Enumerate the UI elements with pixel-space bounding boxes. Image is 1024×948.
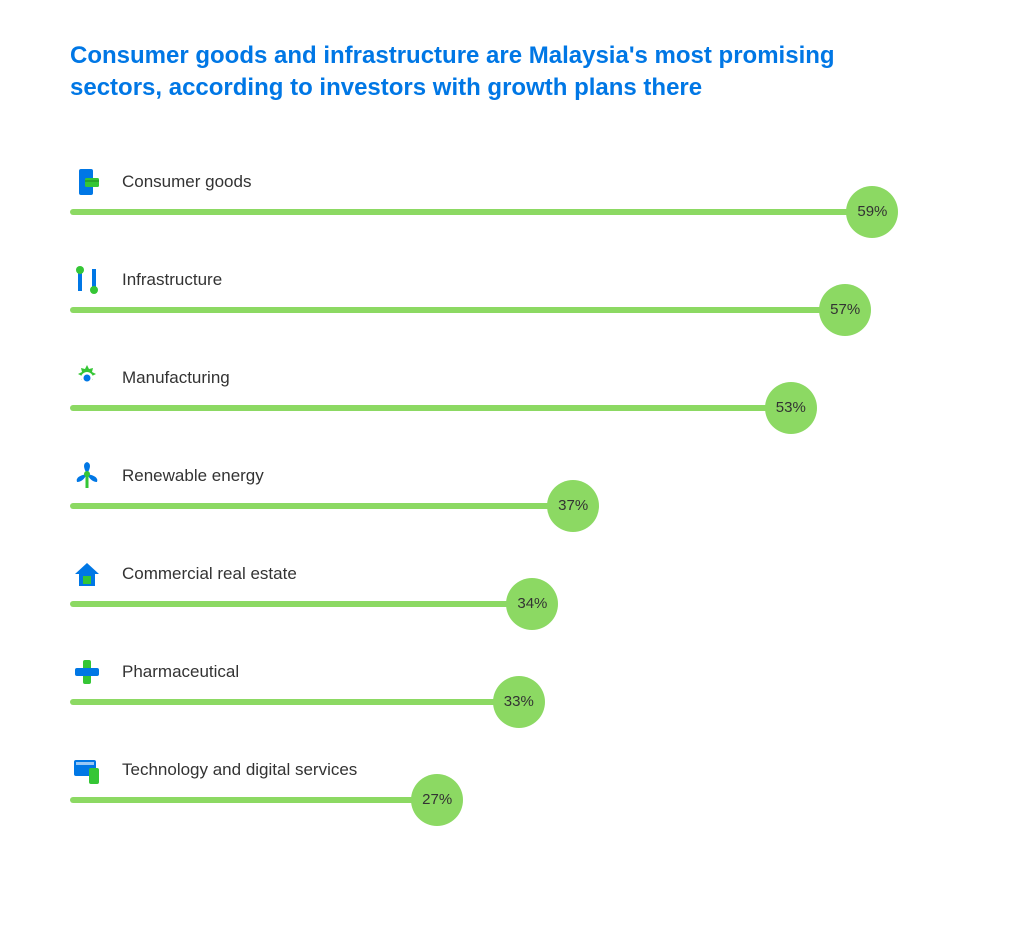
chart-row: Manufacturing 53% <box>70 361 954 411</box>
manufacturing-icon <box>70 361 104 395</box>
row-label: Renewable energy <box>122 466 264 486</box>
real-estate-icon <box>70 557 104 591</box>
row-label: Manufacturing <box>122 368 230 388</box>
bar-fill <box>70 209 872 215</box>
chart-row: Infrastructure 57% <box>70 263 954 313</box>
bar-fill <box>70 699 519 705</box>
bar-track: 57% <box>70 307 954 313</box>
chart-row: Technology and digital services 27% <box>70 753 954 803</box>
infrastructure-icon <box>70 263 104 297</box>
row-label: Infrastructure <box>122 270 222 290</box>
value-bubble: 53% <box>765 382 817 434</box>
bar-track: 53% <box>70 405 954 411</box>
bar-track: 37% <box>70 503 954 509</box>
chart-row: Renewable energy 37% <box>70 459 954 509</box>
chart-row: Commercial real estate 34% <box>70 557 954 607</box>
value-bubble: 34% <box>506 578 558 630</box>
value-bubble: 57% <box>819 284 871 336</box>
bar-track: 27% <box>70 797 954 803</box>
bar-track: 34% <box>70 601 954 607</box>
value-bubble: 33% <box>493 676 545 728</box>
row-label: Pharmaceutical <box>122 662 239 682</box>
row-label: Consumer goods <box>122 172 251 192</box>
bar-fill <box>70 307 845 313</box>
chart-title: Consumer goods and infrastructure are Ma… <box>70 40 900 105</box>
bar-track: 33% <box>70 699 954 705</box>
row-label: Technology and digital services <box>122 760 357 780</box>
bar-fill <box>70 405 791 411</box>
pharmaceutical-icon <box>70 655 104 689</box>
bar-fill <box>70 503 573 509</box>
chart-row: Consumer goods 59% <box>70 165 954 215</box>
bar-track: 59% <box>70 209 954 215</box>
technology-icon <box>70 753 104 787</box>
consumer-goods-icon <box>70 165 104 199</box>
chart-rows: Consumer goods 59% Infrastructure 57% <box>70 165 954 803</box>
value-bubble: 59% <box>846 186 898 238</box>
bar-fill <box>70 797 437 803</box>
bar-fill <box>70 601 532 607</box>
renewable-energy-icon <box>70 459 104 493</box>
row-label: Commercial real estate <box>122 564 297 584</box>
value-bubble: 27% <box>411 774 463 826</box>
chart-row: Pharmaceutical 33% <box>70 655 954 705</box>
value-bubble: 37% <box>547 480 599 532</box>
